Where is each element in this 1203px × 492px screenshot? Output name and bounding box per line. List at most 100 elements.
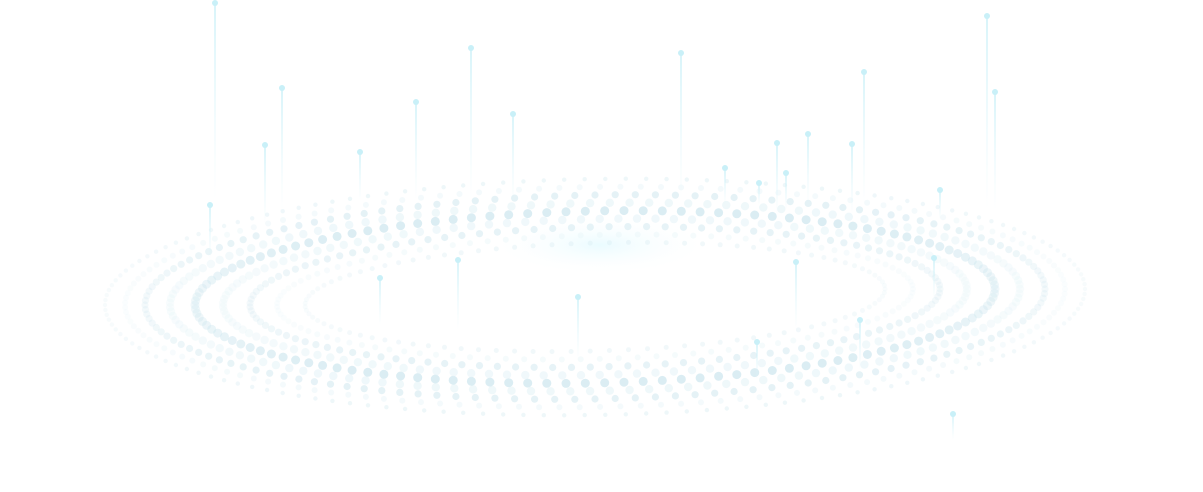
ring-dot xyxy=(1040,280,1049,288)
ring-dot xyxy=(301,348,310,357)
ring-dot xyxy=(663,240,669,246)
ring-dot xyxy=(541,413,546,418)
ring-dot xyxy=(313,369,323,378)
ring-dot xyxy=(940,232,949,242)
ring-dot xyxy=(704,407,710,413)
ring-dot xyxy=(1031,235,1037,240)
ring-dot xyxy=(996,330,1005,338)
ring-dot xyxy=(304,238,314,248)
ring-dot xyxy=(812,342,821,350)
ring-dot xyxy=(625,198,634,207)
ring-dot xyxy=(866,304,872,310)
ring-dot xyxy=(247,295,255,303)
ring-dot xyxy=(264,387,270,393)
ring-dot xyxy=(732,209,742,219)
ring-dot xyxy=(805,224,815,233)
ring-dot xyxy=(843,325,850,332)
ring-dot xyxy=(311,387,318,394)
ring-dot xyxy=(558,356,565,363)
ring-dot xyxy=(236,259,246,269)
ring-dot xyxy=(442,344,447,350)
ring-dot xyxy=(221,223,227,229)
ring-dot xyxy=(935,289,944,297)
ring-dot xyxy=(724,406,729,411)
ring-dot xyxy=(587,240,593,246)
ring-dot xyxy=(396,339,402,345)
ring-dot xyxy=(839,203,847,212)
ring-dot xyxy=(345,220,354,230)
light-beam xyxy=(457,260,459,330)
ring-dot xyxy=(766,349,774,357)
ring-dot xyxy=(380,199,387,206)
ring-dot xyxy=(275,296,282,303)
ring-dot xyxy=(458,361,466,369)
ring-dot xyxy=(717,397,724,404)
beam-head xyxy=(984,13,990,19)
ring-dot xyxy=(935,373,940,378)
ring-dot xyxy=(930,354,938,362)
ring-dot xyxy=(507,386,516,395)
ring-dot xyxy=(1034,249,1040,256)
light-beam xyxy=(859,320,861,370)
ring-dot xyxy=(530,243,536,249)
ring-dot xyxy=(597,183,604,190)
ring-dot xyxy=(339,240,348,250)
ring-dot xyxy=(301,262,309,270)
ring-dot xyxy=(301,250,310,259)
ring-dot xyxy=(790,240,797,247)
ring-dot xyxy=(192,292,202,302)
ring-dot xyxy=(844,212,853,221)
ring-dot xyxy=(916,323,926,332)
ring-dot xyxy=(186,256,194,264)
ring-dot xyxy=(449,368,458,377)
ring-dot xyxy=(458,231,466,240)
ring-dot xyxy=(399,230,408,239)
ring-dot xyxy=(737,396,744,403)
ring-dot xyxy=(571,395,579,403)
ring-dot xyxy=(1061,321,1067,326)
ring-dot xyxy=(790,222,799,232)
ring-dot xyxy=(889,384,894,389)
ring-dot xyxy=(163,269,171,277)
ring-dot xyxy=(855,206,864,214)
ring-dot xyxy=(502,370,512,379)
ring-dot xyxy=(395,380,405,389)
light-beam xyxy=(577,297,579,360)
ring-dot xyxy=(271,236,281,246)
ring-dot xyxy=(874,236,883,245)
ring-dot xyxy=(256,284,264,292)
ring-dot xyxy=(880,293,885,299)
ring-dot xyxy=(740,218,750,227)
ring-dot xyxy=(523,378,533,388)
ring-dot xyxy=(501,180,506,185)
ring-dot xyxy=(104,312,109,317)
ring-dot xyxy=(833,219,843,229)
ring-dot xyxy=(368,360,377,369)
ring-dot xyxy=(979,247,988,256)
beam-head xyxy=(805,131,811,137)
ring-dot xyxy=(750,210,760,220)
ring-dot xyxy=(336,346,344,354)
beam-head xyxy=(207,202,213,208)
ring-dot xyxy=(1078,301,1084,307)
ring-dot xyxy=(781,248,787,254)
ring-dot xyxy=(255,346,265,356)
ring-dot xyxy=(249,291,257,299)
ring-dot xyxy=(277,292,284,299)
ring-dot xyxy=(953,321,963,331)
ring-dot xyxy=(211,235,218,242)
ring-dot xyxy=(989,228,996,235)
ring-dot xyxy=(923,266,931,274)
ring-dot xyxy=(382,263,388,269)
ring-dot xyxy=(882,261,889,268)
ring-dot xyxy=(1031,340,1037,345)
ring-dot xyxy=(301,338,309,346)
ring-dot xyxy=(332,363,342,373)
beam-head xyxy=(575,294,581,300)
ring-dot xyxy=(925,238,935,248)
ring-dot xyxy=(171,315,180,325)
ring-dot xyxy=(349,249,357,257)
ring-dot xyxy=(228,283,237,292)
ring-dot xyxy=(285,318,292,325)
